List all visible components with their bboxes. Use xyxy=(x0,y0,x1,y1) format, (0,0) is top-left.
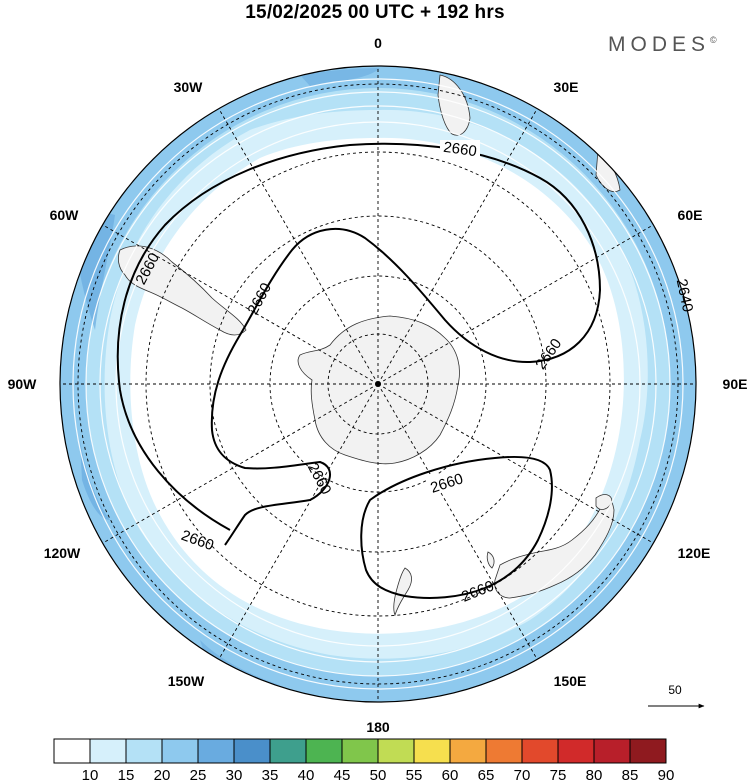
colorbar-swatch xyxy=(233,738,271,764)
colorbar-swatch xyxy=(341,738,379,764)
contour-label: 2660 xyxy=(442,139,477,160)
colorbar-swatch xyxy=(125,738,163,764)
colorbar: 10 15 20 25 30 35 40 45 50 55 60 65 70 75 80 85 90 xyxy=(53,738,675,782)
colorbar-swatch xyxy=(485,738,523,764)
south-pole-marker xyxy=(375,381,381,387)
lon-label-180: 180 xyxy=(366,719,390,735)
lon-label-120w: 120W xyxy=(44,545,81,561)
colorbar-label: 30 xyxy=(226,767,243,782)
colorbar-swatch xyxy=(89,738,127,764)
colorbar-swatch xyxy=(413,738,451,764)
colorbar-label: 45 xyxy=(334,767,351,782)
graticule xyxy=(60,66,696,702)
wind-patch xyxy=(300,68,380,86)
colorbar-swatch xyxy=(449,738,487,764)
contour-2660-outer xyxy=(116,142,602,546)
contour-label-bg xyxy=(427,474,467,492)
colorbar-label: 90 xyxy=(658,767,675,782)
contour-2660-pacific xyxy=(360,455,553,599)
colorbar-swatch xyxy=(269,738,307,764)
colorbar-swatch xyxy=(521,738,559,764)
colorbar-label: 65 xyxy=(478,767,495,782)
colorbar-label: 15 xyxy=(118,767,135,782)
wind-patch xyxy=(80,440,110,520)
colorbar-label: 55 xyxy=(406,767,423,782)
reference-vector: 50 xyxy=(648,683,705,709)
brand-logo: MODES© xyxy=(608,33,717,57)
antarctica xyxy=(297,315,460,465)
lon-label-60w: 60W xyxy=(50,207,80,223)
colorbar-swatch xyxy=(593,738,631,764)
brand-copyright: © xyxy=(710,35,717,45)
lon-label-150e: 150E xyxy=(554,673,587,689)
colorbar-label: 20 xyxy=(154,767,171,782)
landmasses xyxy=(118,74,621,617)
colorbar-swatch xyxy=(629,738,667,764)
lon-label-90e: 90E xyxy=(723,376,748,392)
colorbar-label: 10 xyxy=(82,767,99,782)
lon-label-0: 0 xyxy=(374,35,382,51)
colorbar-label: 85 xyxy=(622,767,639,782)
colorbar-swatch xyxy=(53,738,91,764)
map-boundary xyxy=(59,65,697,703)
colorbar-swatch xyxy=(557,738,595,764)
colorbar-label: 25 xyxy=(190,767,207,782)
colorbar-label: 50 xyxy=(370,767,387,782)
new-zealand xyxy=(393,567,412,617)
colorbar-label: 80 xyxy=(586,767,603,782)
lon-label-150w: 150W xyxy=(168,673,205,689)
colorbar-label: 75 xyxy=(550,767,567,782)
colorbar-swatch xyxy=(197,738,235,764)
colorbar-label: 70 xyxy=(514,767,531,782)
colorbar-swatch xyxy=(377,738,415,764)
new-zealand-north xyxy=(486,551,495,569)
colorbar-swatch xyxy=(305,738,343,764)
lon-label-30w: 30W xyxy=(174,79,204,95)
lon-label-30e: 30E xyxy=(554,79,579,95)
lon-label-120e: 120E xyxy=(678,545,711,561)
map-title: 15/02/2025 00 UTC + 192 hrs xyxy=(245,2,505,23)
brand-name: MODES xyxy=(608,33,711,56)
lon-label-90w: 90W xyxy=(8,376,38,392)
colorbar-label: 60 xyxy=(442,767,459,782)
longitude-labels: 0 30E 60E 90E 120E 150E 180 150W 120W 90… xyxy=(8,35,748,735)
australia xyxy=(494,498,615,599)
reference-vector-value: 50 xyxy=(668,683,682,697)
contour-label-bg xyxy=(440,140,480,158)
colorbar-swatch xyxy=(161,738,199,764)
colorbar-label: 40 xyxy=(298,767,315,782)
contour-label: 2640 xyxy=(673,277,697,313)
lon-label-60e: 60E xyxy=(678,207,703,223)
colorbar-label: 35 xyxy=(262,767,279,782)
